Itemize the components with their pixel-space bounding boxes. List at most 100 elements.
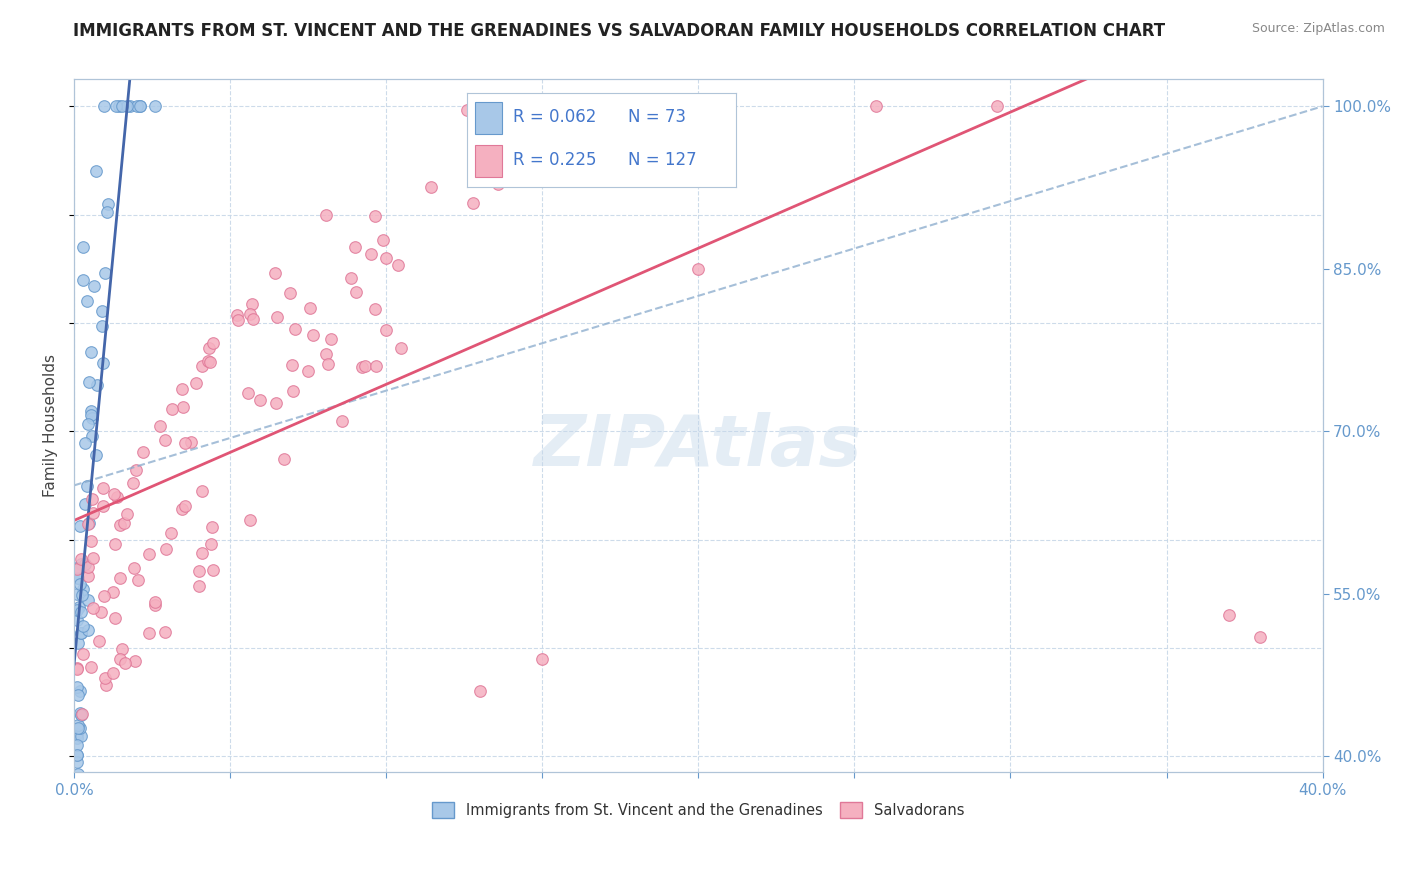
Point [278, 286, 301, 301]
Point [75, 557, 97, 571]
Point [69, 684, 91, 698]
Point [91, 481, 114, 495]
Point [138, 548, 160, 562]
Point [191, 546, 214, 560]
Point [145, 595, 167, 609]
Point [72, 272, 94, 286]
Point [115, 507, 138, 521]
Point [315, 209, 337, 223]
Point [197, 353, 219, 368]
Point [273, 452, 295, 467]
Point [191, 484, 214, 499]
Point [706, 99, 728, 113]
Point [364, 301, 387, 316]
Point [226, 312, 249, 326]
Point [80, 660, 103, 674]
Point [173, 499, 195, 513]
Point [87, 633, 110, 648]
Point [302, 327, 325, 342]
Point [84, 448, 107, 462]
Point [93, 99, 115, 113]
Point [80, 491, 103, 506]
Point [201, 520, 224, 534]
Point [82, 506, 104, 520]
Point [122, 475, 145, 490]
Point [66, 771, 89, 785]
Point [82, 601, 104, 615]
Point [105, 490, 128, 504]
Point [66, 681, 89, 695]
Point [66, 660, 89, 674]
Point [66, 771, 89, 785]
Point [73, 497, 96, 511]
Point [544, 99, 567, 113]
Point [80, 411, 103, 425]
Point [114, 656, 136, 670]
Point [67, 688, 90, 702]
Point [66, 586, 89, 600]
Point [249, 393, 271, 408]
Point [242, 312, 264, 326]
Point [127, 574, 149, 588]
Point [155, 542, 177, 557]
Point [90, 605, 112, 619]
Point [153, 433, 176, 447]
Point [72, 240, 94, 254]
Point [172, 401, 194, 415]
Text: ZIPAtlas: ZIPAtlas [534, 412, 863, 481]
Point [72, 588, 94, 602]
Point [373, 233, 395, 247]
Point [77, 516, 100, 531]
Point [387, 259, 409, 273]
Y-axis label: Family Households: Family Households [44, 354, 58, 498]
Point [66, 727, 89, 741]
Point [73, 435, 96, 450]
Point [184, 376, 207, 390]
Point [688, 261, 710, 276]
Point [127, 99, 149, 113]
Point [238, 513, 260, 527]
Point [94, 678, 117, 692]
Point [77, 375, 100, 389]
Point [531, 651, 554, 665]
Point [80, 404, 103, 418]
Point [389, 341, 412, 355]
Point [456, 103, 478, 117]
Point [70, 605, 93, 619]
Point [865, 99, 887, 113]
Point [494, 99, 516, 113]
Point [80, 533, 103, 548]
Point [69, 721, 91, 735]
Point [82, 550, 104, 565]
Point [108, 571, 131, 585]
Point [84, 164, 107, 178]
Point [128, 99, 150, 113]
Point [91, 318, 114, 333]
Point [122, 561, 145, 575]
Point [72, 618, 94, 632]
Point [70, 626, 93, 640]
Point [76, 479, 98, 493]
Point [198, 355, 221, 369]
Point [264, 396, 287, 410]
Point [108, 99, 131, 113]
Point [91, 499, 114, 513]
Point [226, 308, 249, 322]
Point [69, 577, 91, 591]
Point [284, 321, 307, 335]
Point [297, 364, 319, 378]
Point [1218, 608, 1240, 623]
Point [101, 665, 124, 680]
Point [66, 603, 89, 617]
Point [281, 384, 304, 398]
Point [340, 270, 363, 285]
Point [66, 748, 89, 763]
Point [353, 359, 375, 374]
Point [91, 356, 114, 370]
Point [77, 592, 100, 607]
Point [66, 636, 89, 650]
Point [298, 301, 321, 316]
Point [128, 99, 150, 113]
Point [70, 729, 93, 743]
Point [198, 341, 221, 355]
